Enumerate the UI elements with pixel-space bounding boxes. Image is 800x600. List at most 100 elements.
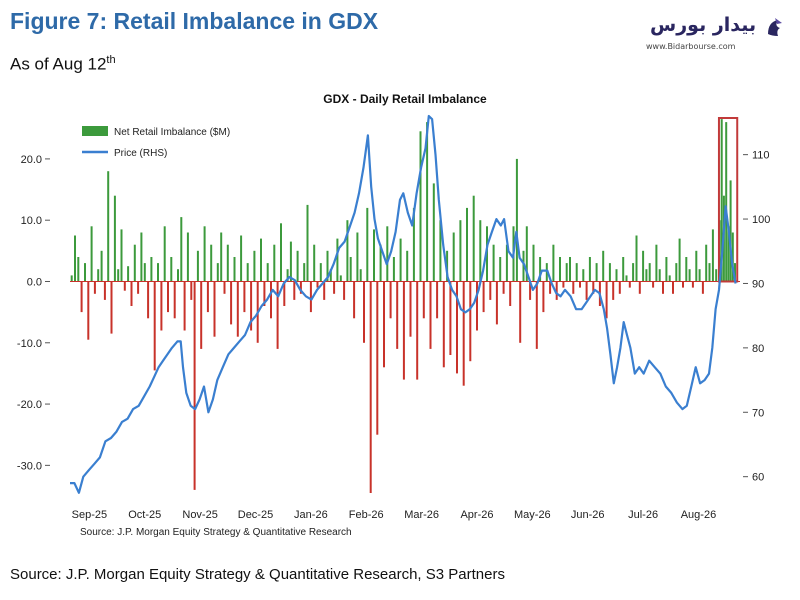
bar-185 (685, 257, 688, 282)
bar-201 (731, 232, 734, 282)
bar-33 (180, 217, 183, 282)
bar-80 (336, 238, 339, 282)
bar-170 (635, 235, 638, 282)
bar-171 (638, 281, 641, 294)
bar-153 (579, 281, 581, 288)
bar-17 (127, 266, 130, 282)
bar-112 (442, 281, 445, 368)
bar-44 (216, 263, 219, 282)
bar-91 (373, 229, 375, 282)
inner-source: Source: J.P. Morgan Equity Strategy & Qu… (80, 527, 352, 538)
bar-128 (495, 281, 498, 325)
bar-169 (632, 263, 635, 282)
left-axis: 20.0 10.0 0.0 -10.0 -20.0 -30.0 (17, 154, 50, 472)
bar-193 (711, 229, 714, 282)
bar-167 (625, 275, 628, 282)
bar-144 (549, 281, 552, 294)
bar-149 (565, 263, 568, 282)
bar-196 (720, 119, 723, 282)
bar-156 (588, 257, 591, 282)
bar-78 (329, 269, 332, 282)
bar-122 (476, 281, 478, 331)
x-tick-0: Sep-25 (72, 509, 107, 521)
x-tick-11: Aug-26 (681, 509, 716, 521)
bar-66 (289, 241, 292, 282)
bar-178 (662, 281, 664, 294)
logo-mark-icon (768, 18, 782, 36)
subtitle-superscript: th (106, 54, 116, 66)
bar-188 (695, 250, 698, 282)
bar-162 (608, 263, 611, 282)
bar-158 (595, 263, 598, 282)
bar-40 (203, 226, 206, 282)
bar-107 (426, 122, 429, 282)
bar-93 (379, 244, 382, 282)
bar-47 (226, 244, 229, 282)
bar-8 (97, 269, 100, 282)
bar-163 (612, 281, 615, 300)
bar-186 (688, 269, 691, 282)
y-right-tick-5: 60 (752, 472, 764, 484)
bidarbourse-logo: بیدار بورس www.Bidarbourse.com (640, 12, 790, 60)
bar-191 (705, 244, 708, 282)
bar-24 (150, 257, 153, 282)
bar-15 (120, 229, 123, 282)
subtitle-main: As of Aug 12 (10, 54, 107, 74)
bar-123 (479, 220, 482, 282)
bar-48 (230, 281, 233, 325)
bar-108 (429, 281, 432, 349)
bar-96 (389, 281, 392, 319)
bar-60 (270, 281, 272, 319)
bar-68 (296, 250, 299, 282)
x-tick-2: Nov-25 (182, 509, 217, 521)
bar-187 (691, 281, 694, 288)
bar-0 (70, 275, 73, 282)
bar-59 (266, 263, 269, 282)
y-left-tick-4: -20.0 (17, 399, 42, 411)
bar-83 (346, 220, 349, 282)
bar-67 (293, 281, 296, 300)
bar-147 (559, 257, 561, 282)
bar-180 (668, 275, 671, 282)
chart-title: GDX - Daily Retail Imbalance (323, 92, 487, 106)
bar-160 (602, 250, 605, 282)
bar-72 (309, 281, 312, 313)
bar-95 (386, 226, 389, 282)
bar-132 (509, 281, 512, 306)
figure-title: Figure 7: Retail Imbalance in GDX (10, 8, 379, 34)
bar-148 (562, 281, 565, 288)
bar-52 (243, 281, 246, 313)
bar-18 (130, 281, 133, 306)
bar-13 (113, 195, 116, 282)
bar-134 (515, 158, 518, 282)
right-axis: 110 100 90 80 70 60 (743, 150, 770, 484)
logo-text: بیدار بورس (650, 14, 757, 36)
y-left-tick-0: 20.0 (21, 154, 42, 166)
bar-98 (396, 281, 399, 349)
bar-155 (585, 281, 588, 300)
bar-76 (323, 281, 326, 300)
bar-9 (100, 250, 103, 282)
bar-31 (173, 281, 176, 319)
bar-111 (439, 220, 442, 282)
bar-161 (605, 281, 608, 319)
bar-146 (555, 281, 558, 300)
bar-116 (456, 281, 458, 374)
bar-150 (569, 257, 571, 282)
bar-140 (535, 281, 538, 349)
bar-174 (648, 263, 651, 282)
bar-54 (250, 281, 253, 331)
bar-51 (240, 235, 243, 282)
bar-77 (326, 250, 329, 282)
bar-102 (409, 281, 412, 337)
bar-126 (489, 281, 492, 300)
y-right-tick-0: 110 (752, 150, 770, 162)
bar-131 (505, 244, 508, 282)
logo-url: www.Bidarbourse.com (646, 42, 736, 51)
bar-165 (618, 281, 621, 294)
bar-175 (652, 281, 655, 288)
bar-36 (190, 281, 193, 300)
bar-22 (143, 263, 146, 282)
bar-142 (542, 281, 545, 313)
bar-137 (525, 226, 528, 282)
